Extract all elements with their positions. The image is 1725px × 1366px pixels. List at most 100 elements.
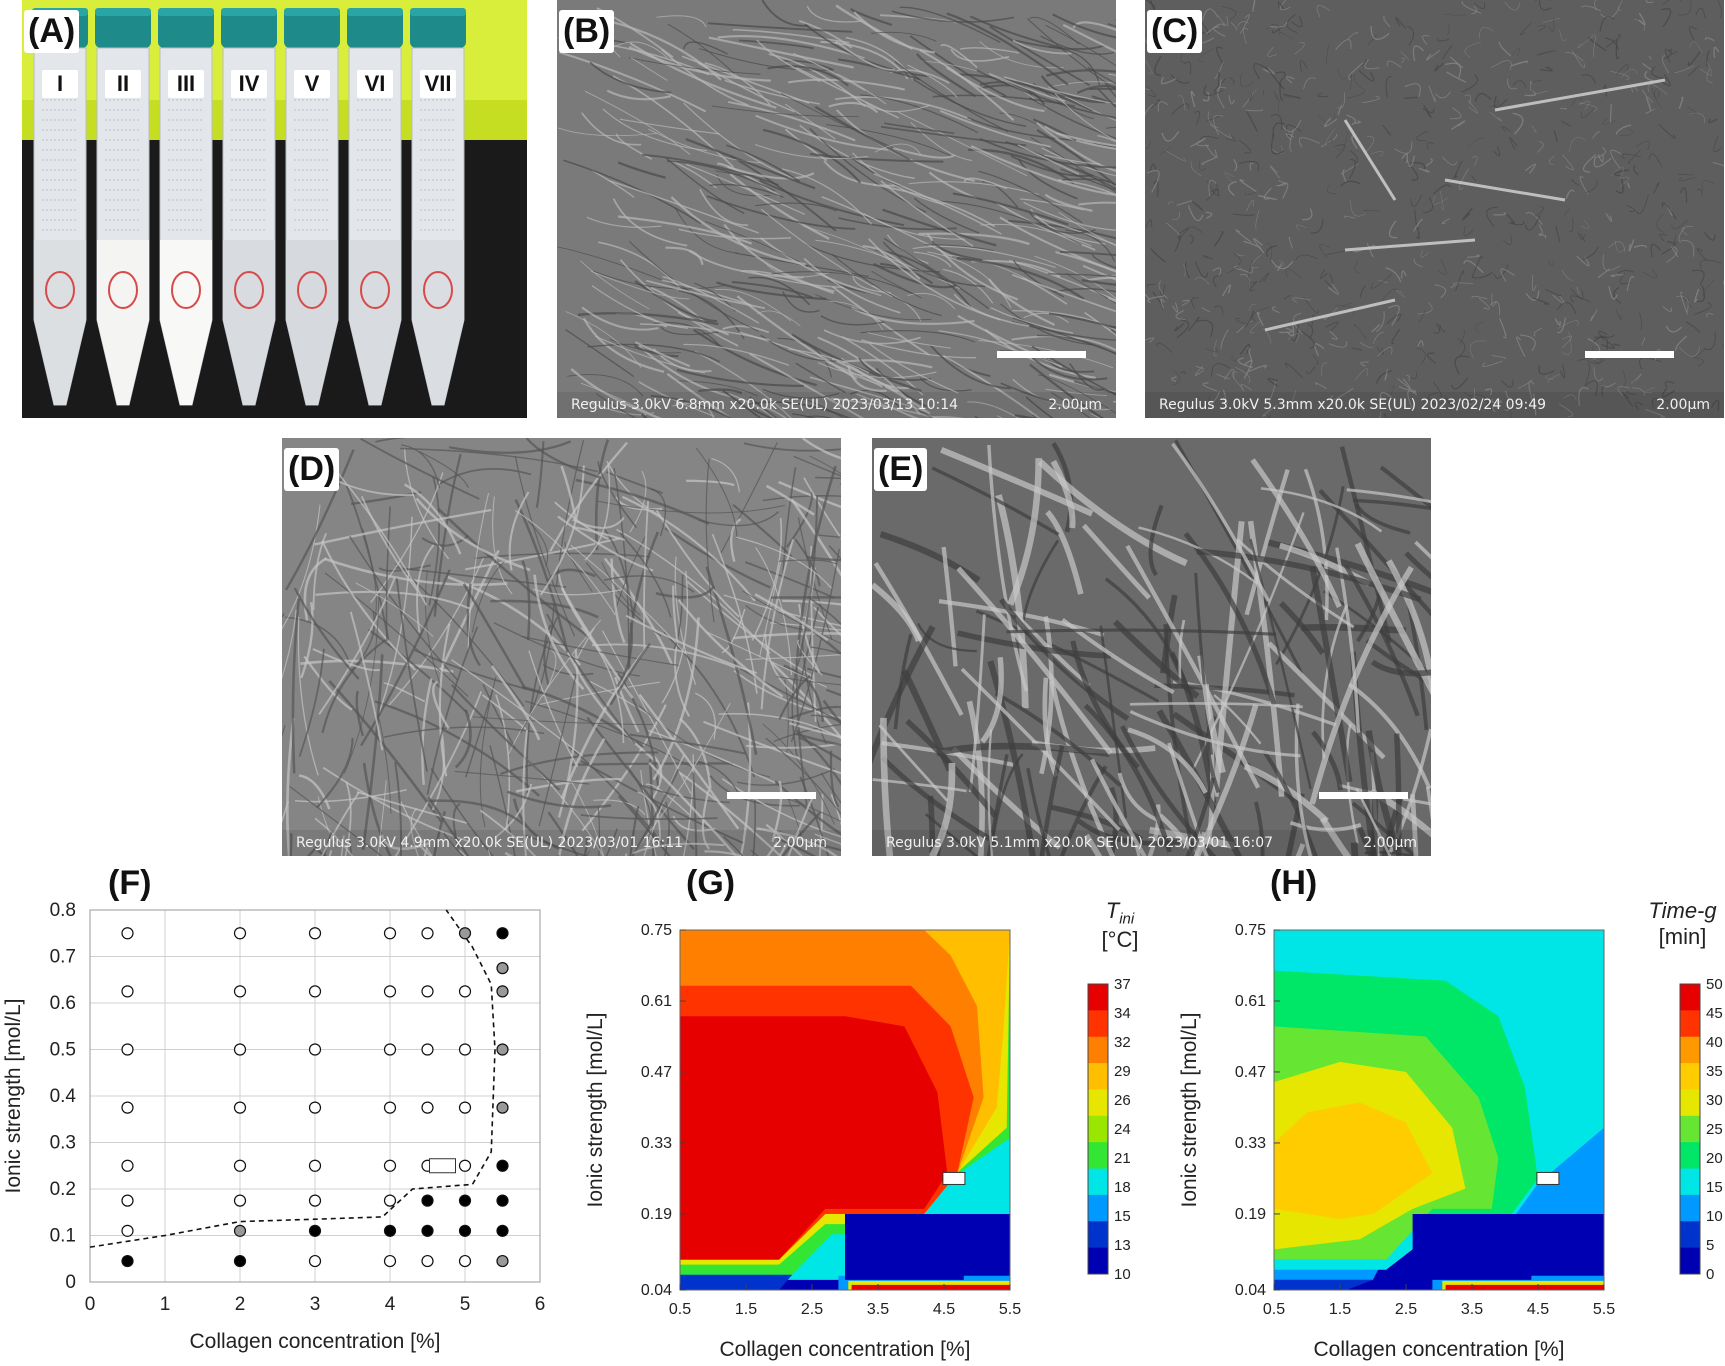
y-tick-H: 0.19	[1235, 1206, 1266, 1223]
y-axis-label-H: Ionic strength [mol/L]	[1178, 1013, 1201, 1208]
heatmap-fill-G	[680, 930, 1010, 1290]
panel-b-sem: (B) Regulus 3.0kV 6.8mm x20.0k SE(UL) 20…	[557, 0, 1116, 418]
tube-1	[32, 8, 88, 406]
x-tick-H: 3.5	[1461, 1301, 1483, 1318]
heatmap-h: 0.04 0.19 0.33 0.47 0.61 0.75 0.5 1.5 2.5 3.5 4.5 5…	[1178, 922, 1723, 1361]
x-tick-G: 5.5	[999, 1301, 1021, 1318]
x-tick-H: 2.5	[1395, 1301, 1417, 1318]
scatter-point	[496, 962, 509, 975]
panel-d-sem: (D) Regulus 3.0kV 4.9mm x20.0k SE(UL) 20…	[282, 438, 841, 856]
x-axis-label-f: Collagen concentration [%]	[190, 1330, 441, 1353]
colorbar-tick-H: 45	[1706, 1005, 1723, 1022]
scatter-point	[383, 1224, 397, 1237]
panel-label-c: (C)	[1147, 10, 1203, 53]
scatter-point	[496, 927, 509, 940]
scatter-point	[308, 1159, 322, 1172]
colorbar-tick-G: 32	[1114, 1034, 1131, 1051]
tube-7	[410, 8, 466, 406]
panel-label-e: (E)	[874, 448, 928, 491]
sem-info-c: Regulus 3.0kV 5.3mm x20.0k SE(UL) 2023/0…	[1159, 397, 1547, 413]
y-tick-f: 0.3	[50, 1133, 76, 1154]
tube-label-2: II	[105, 70, 141, 98]
scatter-point	[421, 1254, 434, 1268]
scatter-point	[308, 1101, 322, 1114]
colorbar-unit-g: [°C]	[1101, 927, 1139, 953]
scatter-point	[496, 1101, 509, 1114]
scatter-point	[383, 985, 397, 998]
panel-label-f: (F)	[108, 864, 152, 902]
scatter-point	[233, 1159, 247, 1172]
scatter-point	[458, 1159, 472, 1172]
sem-scale-c: 2.00μm	[1656, 397, 1710, 413]
y-axis-label-f: Ionic strength [mol/L]	[2, 999, 25, 1194]
scatter-point	[383, 1043, 397, 1056]
sem-footer-e: Regulus 3.0kV 5.1mm x20.0k SE(UL) 2023/0…	[872, 830, 1431, 856]
panel-e-sem: (E) Regulus 3.0kV 5.1mm x20.0k SE(UL) 20…	[872, 438, 1431, 856]
tube-label-5: V	[294, 70, 330, 98]
scatter-point	[308, 1043, 322, 1056]
y-tick-G: 0.19	[641, 1206, 672, 1223]
scatter-point	[496, 1254, 509, 1268]
y-tick-G: 0.33	[641, 1135, 672, 1152]
phase-boundary-line	[89, 909, 496, 1248]
x-tick-H: 1.5	[1329, 1301, 1351, 1318]
scatter-point	[308, 1224, 322, 1237]
tube-2	[95, 8, 151, 406]
sem-info-b: Regulus 3.0kV 6.8mm x20.0k SE(UL) 2023/0…	[571, 397, 959, 413]
y-tick-G: 0.61	[641, 993, 672, 1010]
tube-3	[158, 8, 214, 406]
scatter-point	[421, 985, 434, 998]
colorbar-tick-G: 29	[1114, 1063, 1131, 1080]
scatter-point	[383, 927, 397, 940]
y-tick-G: 0.04	[641, 1282, 672, 1299]
colorbar-tick-G: 37	[1114, 976, 1131, 993]
sem-scale-d: 2.00μm	[773, 835, 827, 851]
scatter-point	[421, 1101, 434, 1114]
y-tick-f: 0.1	[50, 1226, 76, 1247]
y-tick-f: 0.4	[50, 1086, 77, 1107]
scatter-point	[458, 1101, 472, 1114]
scatter-point	[383, 1254, 397, 1268]
scatter-point	[233, 1194, 247, 1207]
scale-bar-b	[997, 351, 1086, 358]
scatter-point	[233, 1224, 247, 1237]
scatter-point	[233, 927, 247, 940]
condition-marker	[429, 1158, 456, 1174]
panel-h-chart: (H) 0.04 0.19 0.33 0.47 0.61 0.75 0.5 1.5 2.5 3.5…	[1160, 862, 1725, 1361]
y-tick-H: 0.04	[1235, 1282, 1266, 1299]
panel-label-g: (G)	[686, 864, 736, 902]
scatter-point	[458, 1254, 472, 1268]
scatter-point	[458, 985, 472, 998]
colorbar-tick-H: 40	[1706, 1034, 1723, 1051]
x-axis-label-G: Collagen concentration [%]	[720, 1338, 971, 1361]
scatter-point	[308, 985, 322, 998]
colorbar-title-g: Tini [°C]	[1085, 898, 1155, 953]
panel-c-sem: (C) Regulus 3.0kV 5.3mm x20.0k SE(UL) 20…	[1145, 0, 1724, 418]
sem-footer-b: Regulus 3.0kV 6.8mm x20.0k SE(UL) 2023/0…	[557, 392, 1116, 418]
scatter-point	[233, 1254, 247, 1268]
y-tick-f: 0.6	[50, 993, 76, 1014]
scatter-point	[308, 1194, 322, 1207]
scatter-point	[421, 927, 434, 940]
colorbar-tick-H: 50	[1706, 976, 1723, 993]
condition-marker-G	[942, 1171, 966, 1185]
panel-label-b: (B)	[559, 10, 615, 53]
scatter-point	[383, 1159, 397, 1172]
sem-footer-c: Regulus 3.0kV 5.3mm x20.0k SE(UL) 2023/0…	[1145, 392, 1724, 418]
scatter-point	[496, 1224, 509, 1237]
colorbar-tick-H: 30	[1706, 1092, 1723, 1109]
tube-label-6: VI	[357, 70, 393, 98]
scale-bar-d	[727, 792, 816, 799]
colorbar-tick-G: 10	[1114, 1266, 1131, 1283]
sem-footer-d: Regulus 3.0kV 4.9mm x20.0k SE(UL) 2023/0…	[282, 830, 841, 856]
x-tick-H: 4.5	[1527, 1301, 1549, 1318]
scatter-point	[496, 985, 509, 998]
sem-scale-e: 2.00μm	[1363, 835, 1417, 851]
scatter-point	[121, 1101, 134, 1114]
y-tick-H: 0.47	[1235, 1064, 1266, 1081]
sem-image-c	[1145, 0, 1724, 418]
x-tick-f: 2	[235, 1294, 246, 1315]
y-tick-H: 0.61	[1235, 993, 1266, 1010]
y-tick-f: 0.2	[50, 1179, 76, 1200]
scatter-point	[121, 1194, 134, 1207]
